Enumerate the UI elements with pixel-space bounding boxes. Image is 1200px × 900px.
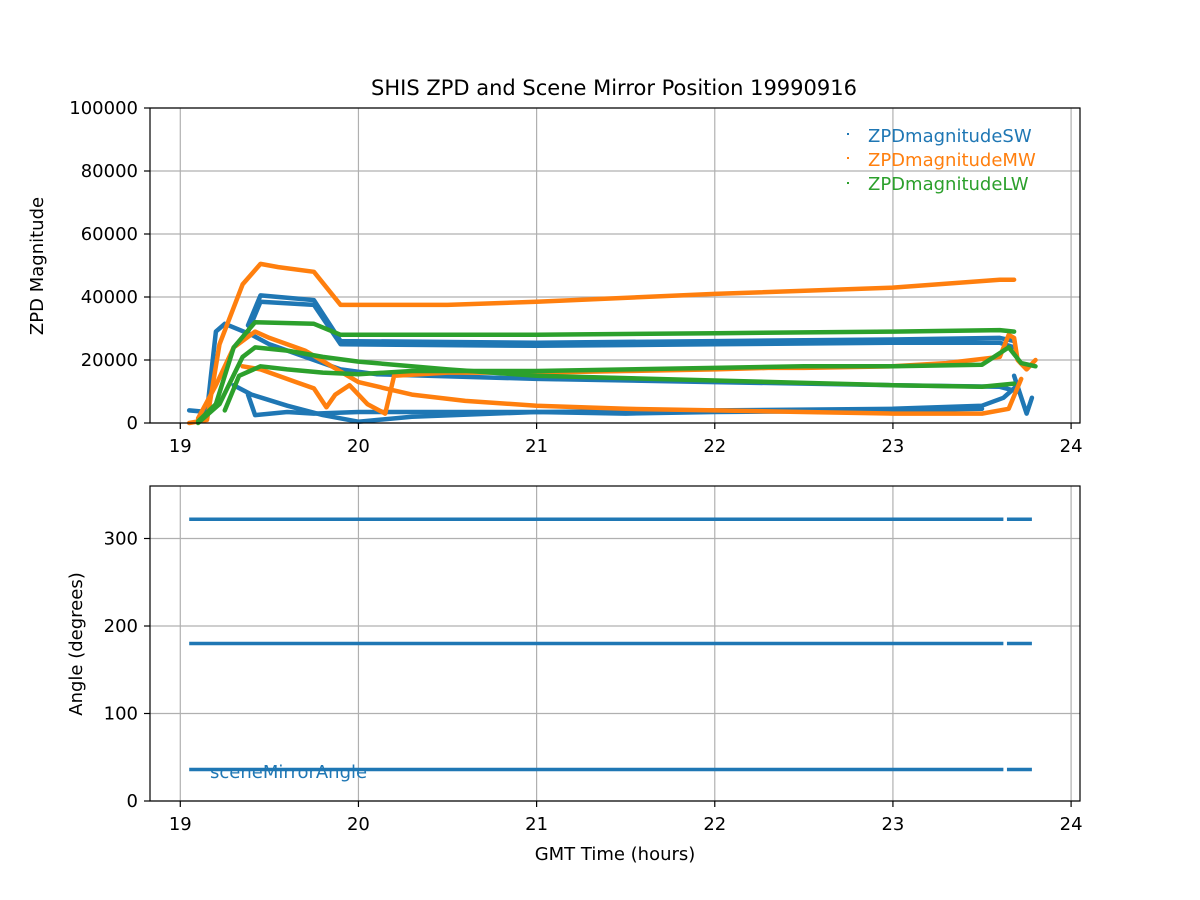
legend-marker-lw: [847, 182, 849, 184]
zpd-x-tick-label: 22: [703, 436, 726, 457]
zpd-data: [186, 261, 1038, 426]
angle-axes-frame: [149, 485, 1081, 802]
series-band: [195, 329, 1024, 421]
zpd-y-axis-label: ZPD Magnitude: [27, 197, 48, 335]
series-band: [222, 345, 1038, 413]
zpd-x-tick-label: 23: [881, 436, 904, 457]
series-ZPDmagnitudeLW: [195, 319, 1038, 426]
mirror-angle-plot: 19 20 21 22 23 24 0 100 200 300 Angle (degrees) G…: [66, 485, 1083, 865]
angle-x-tick-label: 22: [703, 814, 726, 835]
zpd-y-tick-label: 40000: [81, 287, 138, 308]
chart-title: SHIS ZPD and Scene Mirror Position 19990…: [371, 76, 857, 100]
legend-label-scene-mirror: sceneMirrorAngle: [210, 762, 367, 783]
angle-x-tick-label: 19: [169, 814, 192, 835]
series-band: [245, 299, 1017, 350]
angle-x-tick-label: 20: [347, 814, 370, 835]
legend-item-mw: ZPDmagnitudeMW: [847, 150, 1036, 171]
legend-label-mw: ZPDmagnitudeMW: [868, 150, 1036, 171]
zpd-x-tick-label: 21: [525, 436, 548, 457]
angle-y-axis-label: Angle (degrees): [66, 572, 87, 715]
angle-y-tick-label: 100: [104, 704, 138, 725]
angle-ticks: 19 20 21 22 23 24 0 100 200 300: [104, 529, 1083, 836]
zpd-axes-frame: [149, 107, 1081, 424]
legend-label-lw: ZPDmagnitudeLW: [868, 174, 1029, 195]
angle-y-tick-label: 300: [104, 529, 138, 550]
angle-y-tick-label: 200: [104, 616, 138, 637]
legend-item-lw: ZPDmagnitudeLW: [847, 174, 1029, 195]
legend-item-sw: ZPDmagnitudeSW: [847, 126, 1032, 147]
x-axis-label: GMT Time (hours): [535, 844, 696, 865]
legend-marker-mw: [847, 157, 849, 159]
zpd-y-tick-label: 20000: [81, 350, 138, 371]
zpd-plot: 19 20 21 22 23 24020000400006000080000100000 …: [27, 98, 1083, 457]
angle-x-tick-label: 24: [1060, 814, 1083, 835]
zpd-y-tick-label: 60000: [81, 224, 138, 245]
zpd-legend: ZPDmagnitudeSW ZPDmagnitudeMW ZPDmagnitu…: [847, 126, 1036, 195]
legend-marker-sw: [847, 133, 849, 135]
series-band: [186, 261, 1017, 426]
zpd-x-tick-label: 19: [169, 436, 192, 457]
zpd-y-tick-label: 0: [127, 413, 138, 434]
zpd-x-tick-label: 20: [347, 436, 370, 457]
zpd-ticks: 19 20 21 22 23 24 0 20000 40000 60000 80000 100000: [69, 98, 1082, 457]
zpd-x-tick-label: 24: [1060, 436, 1083, 457]
angle-y-tick-label: 0: [127, 791, 138, 812]
series-band: [245, 293, 1017, 345]
angle-data: [189, 517, 1032, 772]
series-band: [231, 382, 985, 424]
series-scene-mirror-angle: [189, 517, 1032, 772]
series-band: [195, 319, 1017, 424]
legend-label-sw: ZPDmagnitudeSW: [868, 126, 1032, 147]
angle-x-tick-label: 23: [881, 814, 904, 835]
angle-x-tick-label: 21: [525, 814, 548, 835]
zpd-y-tick-label: 80000: [81, 161, 138, 182]
series-band: [195, 345, 1017, 426]
zpd-y-tick-label: 100000: [69, 98, 138, 119]
